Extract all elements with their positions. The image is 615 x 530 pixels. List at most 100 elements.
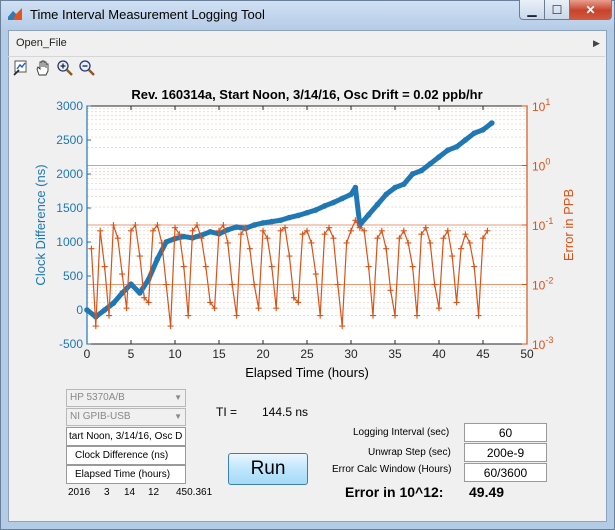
clock-difference-point	[471, 130, 478, 136]
y-right-tick-label: 10-1	[532, 216, 553, 233]
close-button[interactable]: ✕	[569, 0, 612, 20]
minimize-button[interactable]: ▁	[519, 0, 545, 20]
close-icon: ✕	[585, 2, 596, 17]
y-right-tick-label: 10-2	[532, 276, 553, 293]
menu-open-file[interactable]: Open_File	[16, 37, 67, 49]
clock-difference-point	[154, 256, 161, 262]
clock-difference-point	[330, 199, 337, 206]
error-ppb-point	[466, 239, 473, 246]
error-ppb-point	[198, 235, 205, 242]
error-ppb-point	[264, 235, 271, 242]
menu-bar	[8, 32, 605, 54]
error-ppb-point	[471, 263, 478, 270]
error-ppb-point	[123, 305, 130, 312]
clock-difference-point	[401, 181, 407, 187]
y-axis-left-label: Clock Difference (ns)	[33, 164, 48, 285]
y-right-tick-label: 10-3	[532, 335, 553, 352]
x-tick-label: 20	[256, 347, 270, 361]
clock-difference-point	[348, 191, 354, 198]
zoom-in-icon[interactable]	[56, 59, 74, 77]
y-left-tick-label: 0	[76, 303, 83, 317]
error-ppb-point	[418, 231, 425, 238]
error-window-field[interactable]: 60/3600	[464, 463, 547, 482]
title-field[interactable]: tart Noon, 3/14/16, Osc D	[66, 427, 186, 446]
timestamp-year: 2016	[68, 487, 91, 498]
error-ppb-point	[216, 227, 222, 234]
unwrap-step-field[interactable]: 200e-9	[464, 443, 547, 462]
x-tick-label: 30	[344, 347, 358, 361]
clock-difference-point	[295, 212, 302, 219]
zoom-out-icon[interactable]	[78, 59, 96, 77]
error-ppb-point	[308, 239, 315, 246]
error-ppb-point	[277, 227, 284, 234]
error-ppb-point	[334, 281, 341, 288]
error-ppb-point	[233, 312, 240, 319]
clock-difference-point	[462, 137, 469, 143]
data-cursor-icon[interactable]	[12, 59, 30, 77]
ylabel-field[interactable]: Clock Difference (ns)	[66, 446, 186, 465]
error-ppb-point	[251, 281, 258, 288]
x-tick-label: 0	[84, 347, 91, 361]
clock-difference-point	[110, 300, 117, 306]
error-ppb-point	[383, 245, 390, 252]
error-ppb-point	[163, 281, 170, 288]
clock-difference-point	[233, 224, 240, 230]
clock-difference-point	[286, 214, 293, 221]
error-ppb-point	[299, 231, 306, 238]
error-ppb-point	[114, 235, 121, 242]
y-left-tick-label: 500	[63, 269, 83, 283]
error-ppb-point	[242, 224, 249, 231]
error-ppb-point	[176, 231, 183, 238]
x-tick-label: 25	[300, 347, 314, 361]
error-ppb-point	[387, 287, 394, 294]
maximize-button[interactable]: ☐	[544, 0, 570, 20]
clock-difference-point	[445, 147, 451, 153]
interface-select[interactable]: NI GPIB-USB ▼	[66, 408, 186, 426]
y-left-tick-label: -500	[59, 337, 83, 351]
maximize-icon: ☐	[551, 2, 563, 17]
y-right-tick-label: 100	[532, 157, 550, 174]
error-ppb-point	[444, 227, 451, 234]
error-ppb-point	[132, 222, 139, 228]
error-ppb-point	[220, 222, 227, 228]
clock-difference-point	[374, 201, 381, 208]
pan-hand-icon[interactable]	[34, 59, 52, 77]
clock-difference-point	[260, 220, 266, 226]
run-button[interactable]: Run	[228, 453, 308, 485]
x-tick-label: 15	[212, 347, 226, 361]
error-ppb-point	[88, 245, 95, 252]
error-ppb-point	[238, 231, 244, 238]
xlabel-field[interactable]: Elapsed Time (hours)	[66, 465, 186, 484]
clock-difference-point	[453, 144, 460, 150]
error-ppb-point	[189, 227, 196, 234]
clock-difference-point	[392, 184, 398, 191]
clock-difference-point	[181, 233, 187, 240]
error-ppb-point	[136, 253, 143, 260]
error-ppb-point	[304, 227, 310, 234]
clock-difference-point	[128, 281, 134, 287]
clock-difference-point	[383, 191, 390, 198]
x-tick-label: 50	[520, 347, 534, 361]
y-left-tick-label: 2500	[56, 133, 83, 147]
timestamp-seconds: 450.361	[176, 487, 213, 498]
instrument-select[interactable]: HP 5370A/B ▼	[66, 389, 186, 407]
y-left-tick-label: 2000	[56, 167, 83, 181]
error-ppb-point	[312, 271, 319, 278]
plot-area[interactable]: 0 5 10 15 20 25 30 35 40 45 50-5000500100015002000…	[8, 82, 605, 392]
x-axis-label: Elapsed Time (hours)	[245, 365, 369, 380]
clock-difference-point	[409, 171, 416, 177]
menu-overflow-arrow-icon[interactable]: ▶	[593, 38, 600, 48]
toolbar	[8, 56, 605, 81]
error-value: 49.49	[469, 484, 505, 500]
window-title: Time Interval Measurement Logging Tool	[30, 7, 265, 22]
error-ppb-point	[273, 305, 280, 312]
clock-difference-point	[207, 229, 213, 235]
logging-interval-field[interactable]: 60	[464, 423, 547, 442]
error-ppb-point	[180, 263, 187, 270]
timestamp-day: 14	[124, 487, 136, 498]
error-ppb-point	[400, 227, 407, 234]
error-ppb-point	[110, 222, 117, 228]
error-ppb-point	[392, 312, 398, 319]
error-ppb-point	[462, 231, 469, 238]
error-ppb-point	[330, 235, 337, 242]
